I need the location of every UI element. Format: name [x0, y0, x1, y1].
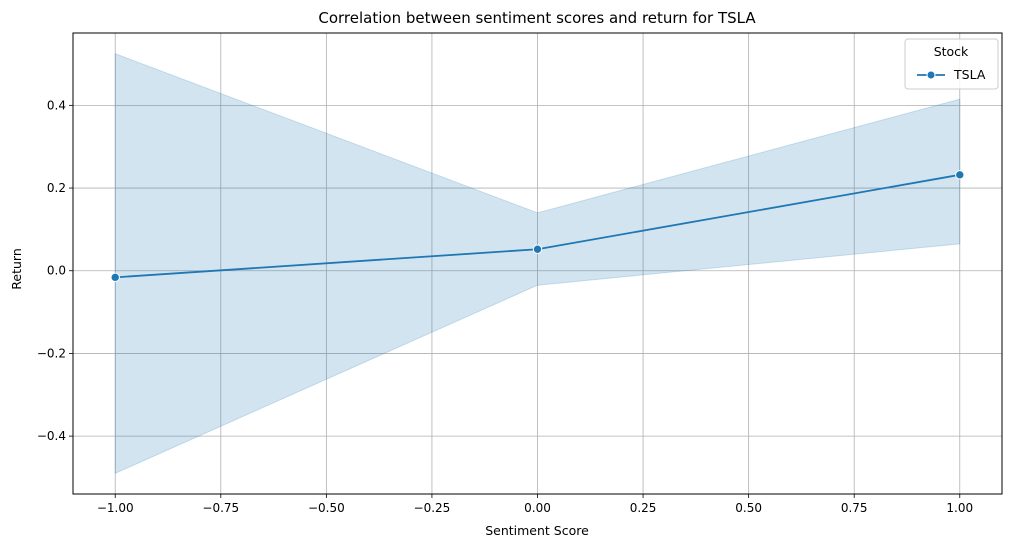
y-axis-ticks: −0.4 −0.2 0.0 0.2 0.4	[37, 98, 73, 443]
x-tick-label: −0.75	[202, 501, 239, 515]
x-tick-label: 0.75	[841, 501, 868, 515]
x-tick-label: −0.50	[308, 501, 345, 515]
confidence-band	[114, 52, 961, 475]
legend-title: Stock	[934, 44, 969, 59]
x-axis-label: Sentiment Score	[485, 523, 589, 538]
y-tick-label: 0.4	[47, 98, 66, 112]
x-tick-label: 0.50	[735, 501, 762, 515]
legend-series-marker	[926, 70, 936, 80]
data-point	[955, 170, 965, 180]
data-point-layer	[110, 170, 965, 283]
chart-title: Correlation between sentiment scores and…	[318, 9, 756, 27]
y-tick-label: 0.2	[47, 181, 66, 195]
data-point	[110, 272, 120, 283]
x-tick-label: 1.00	[946, 501, 973, 515]
legend: Stock TSLA	[904, 38, 999, 90]
data-point	[532, 244, 543, 254]
x-tick-label: 0.00	[524, 501, 551, 515]
x-tick-label: 0.25	[630, 501, 657, 515]
y-tick-label: 0.0	[47, 264, 66, 278]
y-tick-label: −0.2	[37, 346, 66, 360]
y-tick-label: −0.4	[37, 429, 66, 443]
legend-series-label: TSLA	[953, 67, 986, 82]
x-tick-label: −0.25	[414, 501, 451, 515]
y-axis-label: Return	[9, 248, 24, 289]
x-tick-label: −1.00	[97, 501, 134, 515]
x-axis-ticks: −1.00 −0.75 −0.50 −0.25 0.00 0.25 0.50 0.75 1.00	[97, 494, 973, 515]
confidence-band-layer	[114, 52, 961, 475]
